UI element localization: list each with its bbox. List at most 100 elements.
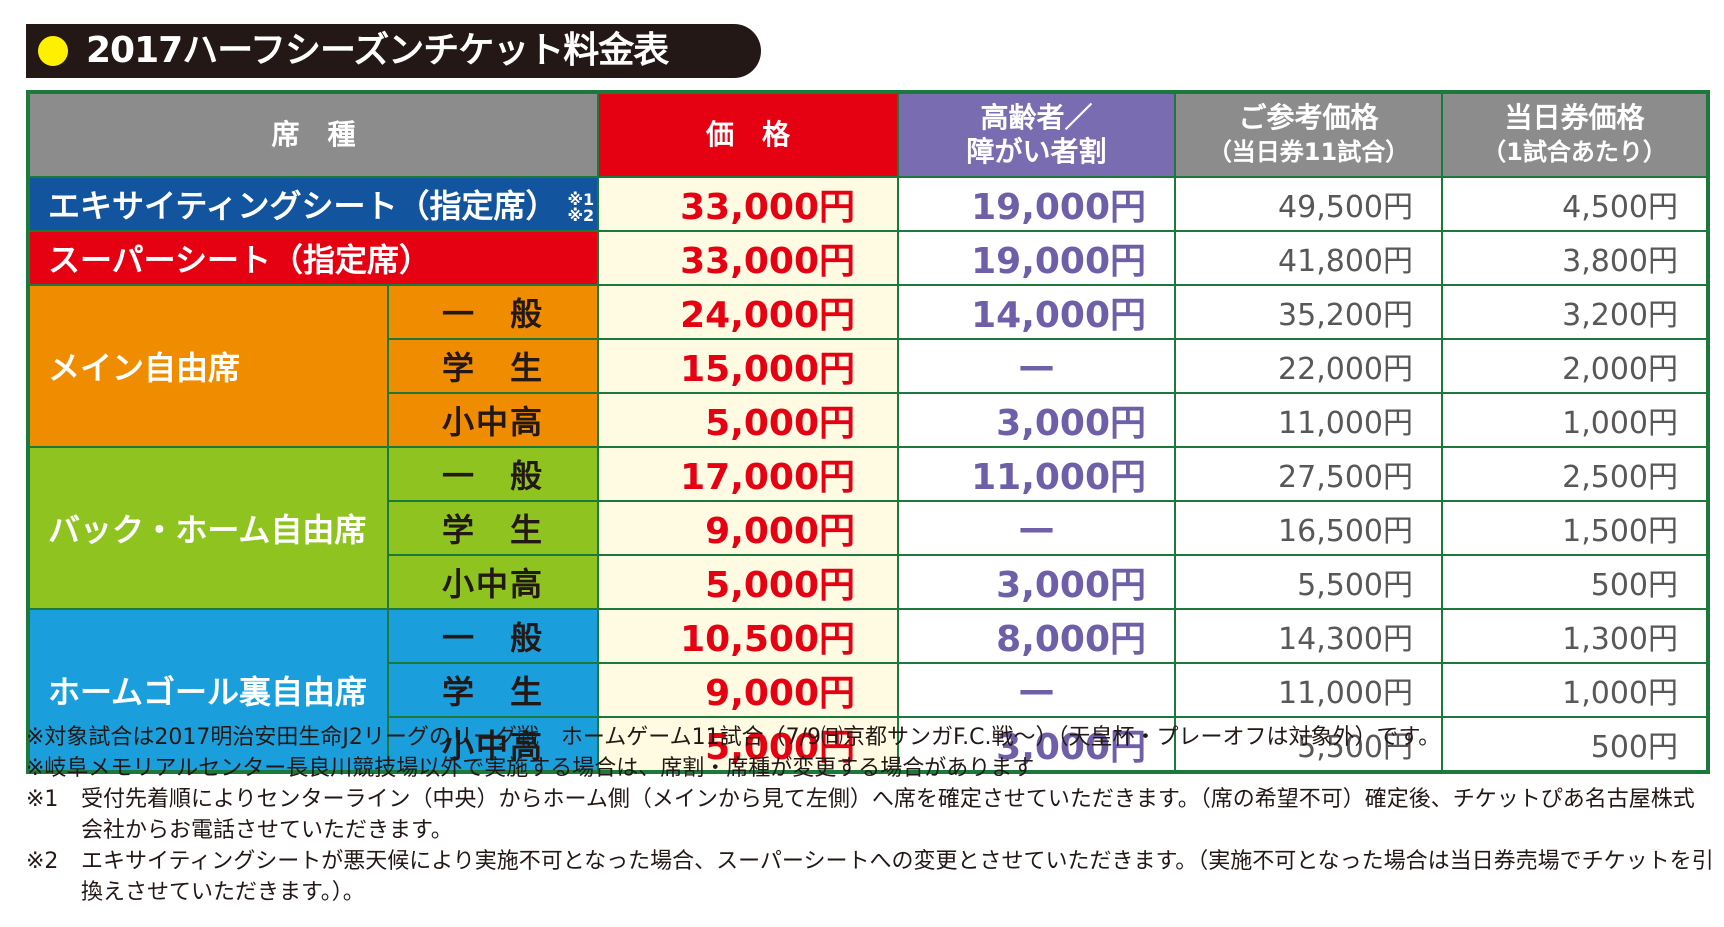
- table-row: 学 生 15,000円 —22,000円 2,000円: [28, 338, 1710, 394]
- table-row: エキサイティングシート（指定席） ※1 ※2 33,000円 19,000円 49,500…: [26, 176, 1710, 232]
- senior-price: 3,000円: [897, 554, 1177, 610]
- note-text: ※対象試合は2017明治安田生命J2リーグのリーグ戦 ホームゲーム11試合（7/…: [26, 725, 1441, 750]
- senior-price: —: [897, 338, 1177, 394]
- header-main: ご参考価格: [1238, 101, 1379, 134]
- header-main: 当日券価格: [1504, 101, 1645, 134]
- note: ※岐阜メモリアルセンター長良川競技場以外で実施する場合は、席割・席種が変更する場…: [26, 753, 1716, 784]
- reference-price: 49,500円: [1174, 176, 1444, 232]
- price: 24,000円: [597, 284, 900, 340]
- seat-group: ホームゴール裏自由席: [27, 608, 389, 773]
- senior-price: 14,000円: [897, 284, 1177, 340]
- price: 9,000円: [597, 662, 900, 718]
- table-row: 小中高 5,000円 3,000円 5,500円 500円: [28, 716, 1710, 773]
- seat-type: 一 般: [386, 608, 600, 664]
- table-row: 小中高 5,000円 3,000円 5,500円 500円: [28, 554, 1710, 610]
- seat-group: スーパーシート（指定席）: [26, 230, 600, 286]
- day-price: 3,800円: [1441, 230, 1710, 286]
- note-text: 受付先着順によりセンターライン（中央）からホーム側（メインから見て左側）へ席を確…: [81, 787, 1695, 843]
- price: 5,000円: [597, 716, 900, 773]
- table-row: 学 生 9,000円 —11,000円 1,000円: [28, 662, 1710, 718]
- reference-price: 16,500円: [1174, 500, 1444, 556]
- seat-type: 学 生: [386, 338, 600, 394]
- seat-name: エキサイティングシート（指定席）: [48, 187, 558, 225]
- header-cell: 席 種: [26, 91, 600, 178]
- reference-price: 35,200円: [1174, 284, 1444, 340]
- seat-group: メイン自由席: [27, 284, 389, 448]
- reference-price: 5,500円: [1174, 716, 1444, 773]
- day-price: 1,000円: [1441, 392, 1710, 448]
- seat-name: メイン自由席: [48, 349, 241, 387]
- price: 15,000円: [597, 338, 900, 394]
- price: 10,500円: [597, 608, 900, 664]
- title-dot: [38, 36, 68, 66]
- header-cell: ご参考価格 （当日券11試合）: [1174, 91, 1444, 178]
- seat-type: 小中高: [386, 554, 600, 610]
- price: 33,000円: [597, 230, 900, 286]
- note-marks: ※1 ※2: [567, 192, 594, 224]
- day-price: 3,200円: [1441, 284, 1710, 340]
- reference-price: 14,300円: [1174, 608, 1444, 664]
- header-sub: （当日券11試合）: [1207, 138, 1410, 166]
- note-mark: ※1: [567, 190, 595, 209]
- reference-price: 27,500円: [1174, 446, 1444, 502]
- header-cell: 高齢者／ 障がい者割: [897, 91, 1177, 178]
- senior-price: 19,000円: [897, 176, 1177, 232]
- price: 17,000円: [597, 446, 900, 502]
- seat-type: 一 般: [386, 284, 600, 340]
- header-sub: （1試合あたり）: [1482, 138, 1667, 166]
- table-row: メイン自由席 一 般 24,000円 14,000円 35,200円 3,200円: [27, 284, 1710, 448]
- table-body: エキサイティングシート（指定席） ※1 ※2 33,000円 19,000円 49,500…: [26, 176, 1710, 773]
- table-row: 学 生 9,000円 —16,500円 1,500円: [28, 500, 1710, 556]
- header-cell: 当日券価格 （1試合あたり）: [1441, 91, 1710, 178]
- note-label: ※2: [26, 849, 59, 874]
- seat-name: バック・ホーム自由席: [48, 511, 367, 549]
- price: 5,000円: [597, 554, 900, 610]
- note-text: エキサイティングシートが悪天候により実施不可となった場合、スーパーシートへの変更…: [81, 849, 1714, 905]
- reference-price: 5,500円: [1174, 554, 1444, 610]
- notes: ※対象試合は2017明治安田生命J2リーグのリーグ戦 ホームゲーム11試合（7/…: [26, 722, 1716, 908]
- day-price: 2,500円: [1441, 446, 1710, 502]
- title: 2017ハーフシーズンチケット料金表: [86, 30, 669, 71]
- note-mark: ※2: [567, 206, 595, 225]
- price: 9,000円: [597, 500, 900, 556]
- price: 5,000円: [597, 392, 900, 448]
- day-price: 500円: [1441, 554, 1710, 610]
- header-main: 価 格: [706, 118, 791, 151]
- header-main: 高齢者／: [980, 101, 1093, 134]
- note: ※1 受付先着順によりセンターライン（中央）からホーム側（メインから見て左側）へ席…: [26, 784, 1716, 846]
- seat-group: エキサイティングシート（指定席） ※1 ※2: [26, 176, 600, 232]
- seat-type: 学 生: [386, 500, 600, 556]
- day-price: 1,000円: [1441, 662, 1710, 718]
- table-row: ホームゴール裏自由席一 般 10,500円 8,000円 14,300円 1,300円: [27, 608, 1710, 773]
- table-row: 小中高 5,000円 3,000円 11,000円 1,000円: [28, 392, 1710, 448]
- seat-name: ホームゴール裏自由席: [48, 673, 368, 711]
- reference-price: 11,000円: [1174, 662, 1444, 718]
- price-table: 席 種 価 格 高齢者／ 障がい者割 ご参考価格 （当日券11試合） 当日券価格 （1試合あた…: [26, 90, 1711, 774]
- senior-price: 11,000円: [897, 446, 1177, 502]
- note-text: ※岐阜メモリアルセンター長良川競技場以外で実施する場合は、席割・席種が変更する場…: [26, 756, 1035, 781]
- note: ※2 エキサイティングシートが悪天候により実施不可となった場合、スーパーシートへの…: [26, 846, 1716, 908]
- day-price: 1,500円: [1441, 500, 1710, 556]
- senior-price: 3,000円: [897, 392, 1177, 448]
- header-sub: 障がい者割: [966, 135, 1107, 168]
- header-main: 席 種: [271, 118, 356, 151]
- reference-price: 11,000円: [1174, 392, 1444, 448]
- day-price: 500円: [1441, 716, 1710, 773]
- day-price: 1,300円: [1441, 608, 1710, 664]
- reference-price: 22,000円: [1174, 338, 1444, 394]
- reference-price: 41,800円: [1174, 230, 1444, 286]
- day-price: 4,500円: [1441, 176, 1710, 232]
- seat-type: 小中高: [386, 392, 600, 448]
- title-bar: 2017ハーフシーズンチケット料金表: [26, 24, 761, 78]
- senior-price: 3,000円: [897, 716, 1177, 773]
- seat-group: バック・ホーム自由席: [27, 446, 389, 610]
- seat-name: スーパーシート（指定席）: [48, 241, 432, 279]
- senior-price: 19,000円: [897, 230, 1177, 286]
- senior-price: —: [897, 662, 1177, 718]
- senior-price: —: [897, 500, 1177, 556]
- seat-type: 学 生: [386, 662, 600, 718]
- senior-price: 8,000円: [897, 608, 1177, 664]
- day-price: 2,000円: [1441, 338, 1710, 394]
- price: 33,000円: [597, 176, 900, 232]
